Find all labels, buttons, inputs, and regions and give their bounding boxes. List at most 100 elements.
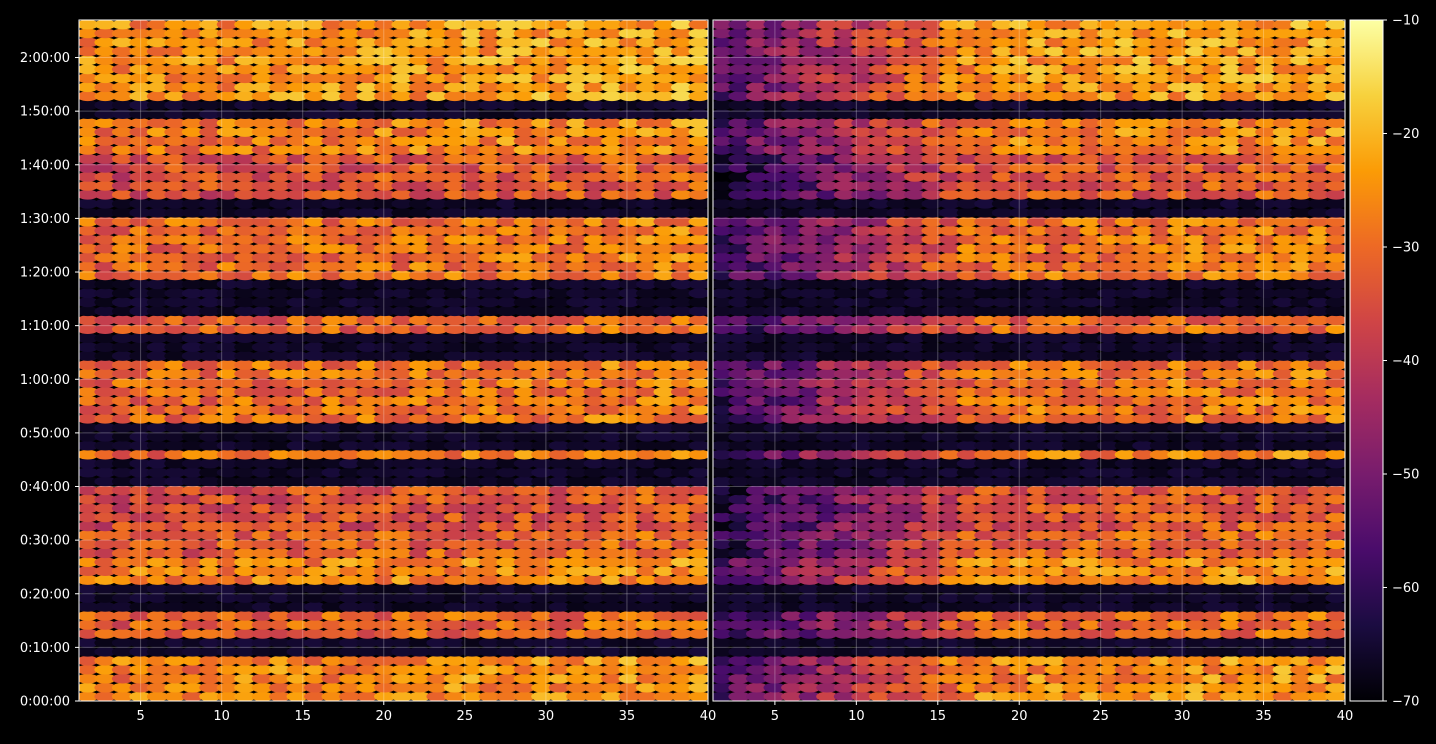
heatmap-cell (618, 252, 641, 263)
heatmap-cell (181, 494, 204, 505)
heatmap-cell (798, 395, 821, 406)
heatmap-cell (181, 440, 204, 451)
heatmap-cell (374, 449, 396, 460)
heatmap-cell (234, 37, 256, 48)
heatmap-cell (1220, 154, 1242, 164)
heatmap-cell (216, 55, 239, 66)
heatmap-cell (391, 575, 414, 585)
heatmap-cell (904, 189, 926, 200)
heatmap-cell (1255, 575, 1277, 585)
heatmap-cell (496, 646, 518, 657)
heatmap-cell (671, 449, 693, 460)
heatmap-cell (816, 691, 838, 701)
heatmap-cell (798, 467, 821, 478)
heatmap-cell (286, 360, 309, 370)
heatmap-cell (636, 575, 658, 585)
heatmap-cell (129, 422, 151, 433)
heatmap-cell (321, 673, 344, 684)
heatmap-cell (653, 360, 676, 370)
heatmap-cell (1290, 342, 1312, 352)
heatmap-cell (1237, 342, 1260, 352)
heatmap-cell (618, 225, 641, 236)
heatmap-cell (304, 216, 326, 227)
heatmap-cell (904, 333, 926, 343)
heatmap-cell (251, 619, 274, 630)
heatmap-cell (478, 136, 501, 146)
heatmap-cell (199, 100, 221, 110)
heatmap-cell (781, 539, 803, 550)
heatmap-cell (286, 261, 309, 272)
heatmap-cell (763, 315, 786, 326)
heatmap-cell (1272, 530, 1295, 541)
heatmap-cell (1290, 431, 1312, 442)
heatmap-cell (339, 646, 361, 657)
heatmap-cell (653, 557, 676, 567)
heatmap-cell (583, 431, 606, 442)
heatmap-cell (904, 252, 926, 263)
heatmap-cell (391, 55, 414, 66)
heatmap-cell (408, 637, 431, 648)
heatmap-cell (653, 162, 676, 173)
heatmap-cell (286, 270, 309, 281)
heatmap-cell (164, 655, 186, 666)
heatmap-cell (671, 413, 693, 424)
heatmap-cell (129, 458, 151, 469)
heatmap-cell (583, 64, 606, 75)
heatmap-cell (79, 64, 99, 75)
heatmap-cell (548, 20, 571, 30)
heatmap-cell (531, 664, 553, 675)
heatmap-cell (886, 467, 909, 478)
heatmap-cell (1272, 691, 1295, 701)
heatmap-cell (1009, 145, 1032, 155)
heatmap-cell (991, 288, 1014, 299)
heatmap-cell (146, 109, 169, 119)
heatmap-cell (1290, 297, 1312, 308)
heatmap-cell (129, 136, 151, 146)
heatmap-cell (1097, 279, 1119, 290)
heatmap-cell (636, 225, 658, 236)
heatmap-cell (991, 171, 1014, 182)
heatmap-cell (991, 566, 1014, 576)
heatmap-cell (618, 306, 641, 317)
heatmap-cell (286, 91, 309, 102)
heatmap-cell (1202, 611, 1225, 621)
heatmap-cell (816, 557, 838, 567)
heatmap-cell (304, 82, 326, 93)
heatmap-cell (1290, 557, 1312, 567)
heatmap-cell (199, 342, 221, 352)
heatmap-cell (921, 602, 944, 612)
heatmap-cell (129, 530, 151, 541)
heatmap-cell (583, 476, 606, 487)
heatmap-cell (164, 485, 186, 496)
heatmap-cell (904, 566, 926, 576)
heatmap-cell (1290, 584, 1312, 594)
heatmap-cell (1079, 655, 1102, 666)
heatmap-cell (904, 234, 926, 245)
heatmap-cell (216, 637, 239, 648)
heatmap-cell (1167, 512, 1190, 523)
heatmap-cell (886, 637, 909, 648)
heatmap-cell (79, 664, 99, 675)
heatmap-cell (1184, 575, 1207, 585)
heatmap-cell (763, 252, 786, 263)
heatmap-cell (146, 548, 169, 559)
heatmap-cell (1307, 611, 1330, 621)
heatmap-cell (199, 136, 221, 146)
heatmap-cell (868, 431, 891, 442)
heatmap-cell (234, 198, 256, 209)
heatmap-cell (146, 369, 169, 379)
heatmap-cell (111, 118, 134, 128)
heatmap-cell (199, 20, 221, 30)
heatmap-cell (181, 503, 204, 514)
heatmap-cell (1149, 440, 1172, 451)
heatmap-cell (461, 145, 483, 155)
heatmap-cell (868, 297, 891, 308)
heatmap-cell (1009, 234, 1032, 245)
heatmap-cell (886, 646, 909, 657)
heatmap-cell (1325, 467, 1345, 478)
heatmap-cell (111, 64, 134, 75)
heatmap-cell (833, 216, 856, 227)
heatmap-cell (636, 404, 658, 415)
heatmap-cell (1062, 691, 1084, 701)
heatmap-cell (513, 422, 536, 433)
